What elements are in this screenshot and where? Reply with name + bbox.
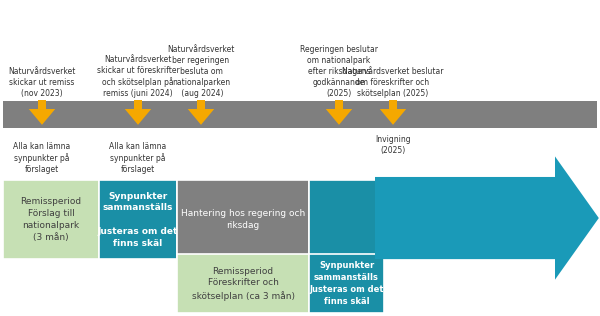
Bar	[38, 100, 46, 109]
Polygon shape	[375, 156, 599, 280]
Bar	[3, 180, 99, 259]
Bar	[335, 100, 343, 109]
Bar	[389, 100, 397, 109]
Bar	[197, 100, 205, 109]
Text: Invigning
(2025): Invigning (2025)	[375, 135, 411, 155]
Text: Alla kan lämna
synpunkter på
förslaget: Alla kan lämna synpunkter på förslaget	[109, 142, 167, 174]
Polygon shape	[326, 109, 352, 125]
Text: Synpunkter
sammanställs

Justeras om det
finns skäl: Synpunkter sammanställs Justeras om det …	[98, 191, 178, 248]
Text: Remissperiod
Förslag till
nationalpark
(3 mån): Remissperiod Förslag till nationalpark (…	[20, 198, 82, 242]
Bar	[177, 180, 309, 259]
Polygon shape	[188, 109, 214, 125]
Polygon shape	[125, 109, 151, 125]
Text: Regeringen beslutar
om nationalpark
efter riksdagens
godkännande
(2025): Regeringen beslutar om nationalpark efte…	[300, 45, 378, 98]
Polygon shape	[380, 109, 406, 125]
Text: Hantering hos regering och
riksdag: Hantering hos regering och riksdag	[181, 209, 305, 230]
Bar	[309, 180, 384, 259]
Text: Alla kan lämna
synpunkter på
förslaget: Alla kan lämna synpunkter på förslaget	[13, 142, 71, 174]
Text: Naturvårdsverket beslutar
om föreskrifter och
skötselplan (2025): Naturvårdsverket beslutar om föreskrifte…	[342, 67, 444, 98]
Polygon shape	[29, 109, 55, 125]
Text: Synpunkter
sammanställs
Justeras om det
finns skäl: Synpunkter sammanställs Justeras om det …	[309, 261, 384, 306]
Text: Naturvårdsverket
skickar ut remiss
(nov 2023): Naturvårdsverket skickar ut remiss (nov …	[8, 67, 76, 98]
Text: Förvaltning
Länsstyrelsen: Förvaltning Länsstyrelsen	[419, 203, 511, 233]
Bar	[177, 254, 309, 313]
Text: Remissperiod
Föreskrifter och
skötselplan (ca 3 mån): Remissperiod Föreskrifter och skötselpla…	[191, 267, 295, 301]
Text: Naturvårdsverket
skickar ut föreskrifter
och skötselplan på
remiss (juni 2024): Naturvårdsverket skickar ut föreskrifter…	[97, 55, 179, 98]
Bar	[134, 100, 142, 109]
Bar	[3, 101, 597, 128]
Bar	[309, 254, 384, 313]
Text: Naturvårdsverket
ber regeringen
besluta om
nationalparken
 (aug 2024): Naturvårdsverket ber regeringen besluta …	[167, 45, 235, 98]
Bar	[99, 180, 177, 259]
